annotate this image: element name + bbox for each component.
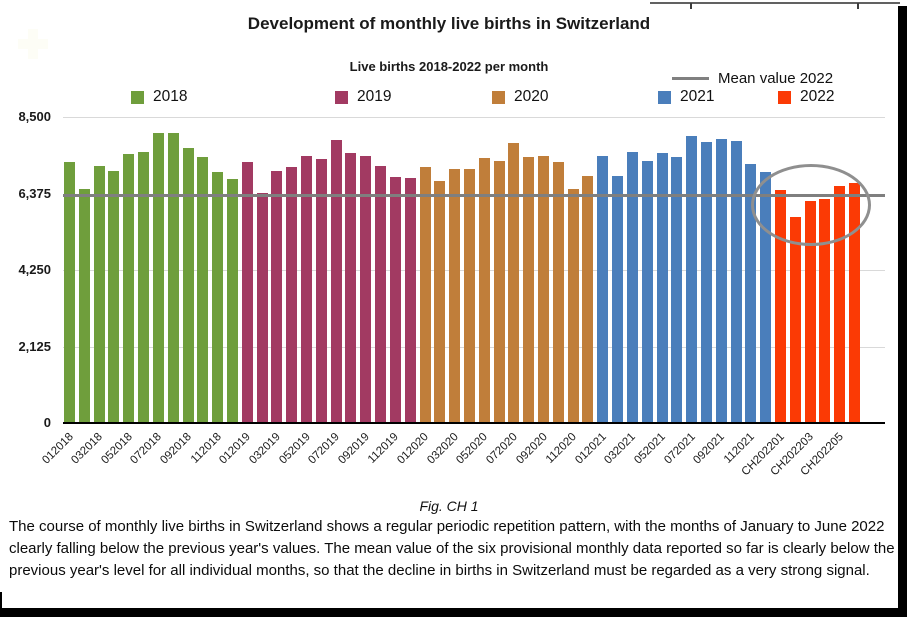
bar-2021 bbox=[671, 156, 683, 423]
legend-item-2019: 2019 bbox=[335, 88, 391, 106]
chart-title: Development of monthly live births in Sw… bbox=[247, 14, 651, 33]
mean-value-line bbox=[63, 194, 885, 198]
bar-2020 bbox=[493, 160, 505, 423]
bar-2019 bbox=[286, 167, 298, 423]
y-tick-label: 6,375 bbox=[18, 185, 51, 201]
legend-label: 2018 bbox=[153, 88, 188, 105]
bar-2020 bbox=[582, 175, 594, 423]
bar-2019 bbox=[330, 139, 342, 423]
y-tick-label: 2,125 bbox=[18, 338, 51, 354]
bar-2021 bbox=[730, 141, 742, 423]
figure-caption: Fig. CH 1 bbox=[419, 498, 479, 514]
bar-2022 bbox=[804, 200, 816, 423]
bars bbox=[64, 117, 864, 423]
bar-2019 bbox=[345, 153, 357, 423]
bar-2018 bbox=[197, 157, 209, 423]
bar-2021 bbox=[745, 163, 757, 423]
legend-label: 2022 bbox=[800, 88, 835, 105]
bar-2020 bbox=[449, 169, 461, 423]
bar-2019 bbox=[315, 159, 327, 423]
bar-2020 bbox=[523, 157, 535, 423]
bar-2018 bbox=[152, 133, 164, 423]
x-axis-labels: 012018 032018 052018 072018 092018 112018 0120… bbox=[40, 429, 864, 478]
bar-2020 bbox=[463, 168, 475, 423]
legend-label: 2021 bbox=[680, 88, 715, 105]
bar-2020 bbox=[508, 142, 520, 423]
mean-legend-label: Mean value 2022 bbox=[718, 70, 834, 87]
y-axis: 8,500 6,375 4,250 2,125 0 bbox=[0, 109, 55, 430]
bar-2021 bbox=[626, 152, 638, 423]
legend-swatch-icon bbox=[658, 90, 671, 104]
bar-2018 bbox=[138, 152, 150, 423]
highlight-ellipse bbox=[751, 164, 871, 246]
bar-2021 bbox=[641, 160, 653, 423]
bar-2021 bbox=[715, 139, 727, 423]
screenshot-border bbox=[898, 6, 907, 617]
bar-2021 bbox=[597, 155, 609, 423]
bar-2019 bbox=[389, 177, 401, 423]
bar-2020 bbox=[478, 158, 490, 423]
bar-2021 bbox=[612, 175, 624, 423]
legend-item-2018: 2018 bbox=[131, 88, 187, 106]
screenshot-border bbox=[0, 592, 2, 617]
bar-2018 bbox=[226, 178, 238, 423]
bar-2021 bbox=[656, 153, 668, 423]
bar-2019 bbox=[404, 178, 416, 423]
legend-label: 2019 bbox=[357, 88, 392, 105]
bar-2022 bbox=[819, 198, 831, 423]
legend-item-2021: 2021 bbox=[658, 88, 714, 106]
bar-2018 bbox=[182, 147, 194, 423]
legend-item-2022: 2022 bbox=[778, 88, 834, 106]
bar-2018 bbox=[108, 170, 120, 423]
bar-2020 bbox=[434, 180, 446, 423]
legend-swatch-icon bbox=[335, 90, 348, 104]
plot-area bbox=[63, 117, 885, 424]
bar-2022 bbox=[789, 217, 801, 423]
bar-2019 bbox=[360, 155, 372, 423]
legend-swatch-icon bbox=[492, 90, 505, 104]
cropped-widget-fragment bbox=[650, 2, 900, 4]
gridline bbox=[63, 117, 885, 118]
mean-line-sample-icon bbox=[672, 77, 709, 80]
y-tick-label: 8,500 bbox=[18, 109, 51, 124]
bar-2020 bbox=[552, 162, 564, 423]
chart-subtitle: Live births 2018-2022 per month bbox=[349, 59, 549, 74]
cropped-widget-tick bbox=[690, 3, 692, 9]
bar-2021 bbox=[760, 172, 772, 423]
bar-2022 bbox=[834, 186, 846, 423]
legend-label: 2020 bbox=[514, 88, 549, 105]
bar-2019 bbox=[256, 193, 268, 423]
bar-2020 bbox=[567, 188, 579, 423]
screenshot-border bbox=[0, 608, 907, 617]
bar-2018 bbox=[78, 189, 90, 423]
x-axis-line bbox=[63, 422, 885, 424]
bar-2019 bbox=[241, 162, 253, 423]
legend-item-2020: 2020 bbox=[492, 88, 548, 106]
bar-2022 bbox=[775, 189, 786, 423]
bar-2021 bbox=[700, 141, 712, 423]
mean-legend: Mean value 2022 bbox=[672, 70, 833, 87]
swiss-flag-icon bbox=[9, 20, 57, 68]
bar-2018 bbox=[93, 165, 105, 423]
bar-2019 bbox=[301, 155, 312, 423]
bar-2022 bbox=[849, 183, 861, 423]
analysis-text: The course of monthly live births in Swi… bbox=[9, 518, 895, 580]
bar-2020 bbox=[419, 167, 431, 423]
bar-2020 bbox=[538, 155, 549, 423]
legend-swatch-icon bbox=[131, 90, 144, 104]
bar-2018 bbox=[167, 132, 179, 423]
bar-2018 bbox=[64, 162, 75, 423]
bar-2018 bbox=[123, 154, 135, 423]
bar-2021 bbox=[686, 135, 698, 423]
bar-2019 bbox=[271, 170, 283, 423]
bar-2018 bbox=[212, 172, 224, 423]
bar-2019 bbox=[375, 165, 387, 423]
cropped-widget-tick bbox=[857, 3, 859, 9]
y-tick-label: 0 bbox=[43, 415, 51, 430]
flag-cross bbox=[18, 39, 48, 49]
legend-swatch-icon bbox=[778, 90, 791, 104]
y-tick-label: 4,250 bbox=[18, 262, 51, 277]
